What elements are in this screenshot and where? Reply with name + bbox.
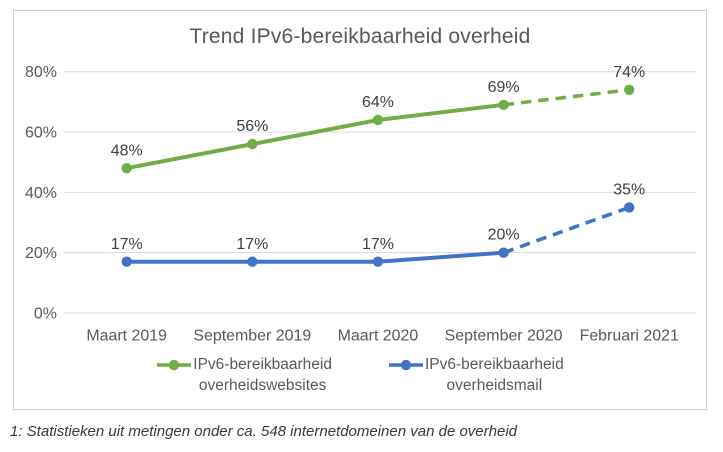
data-point-marker	[624, 84, 635, 95]
legend-label-line: IPv6-bereikbaarheid	[193, 356, 332, 373]
series-line-dashed	[502, 205, 630, 255]
data-label: 20%	[488, 227, 520, 244]
data-point-marker	[372, 256, 384, 267]
data-label: 64%	[362, 94, 394, 111]
data-label: 17%	[111, 236, 143, 253]
data-label: 56%	[236, 118, 268, 135]
legend-marker-icon	[389, 359, 423, 371]
legend-label-line: overheidswebsites	[198, 377, 327, 394]
y-tick-label: 40%	[25, 185, 57, 202]
data-label: 74%	[613, 64, 645, 81]
series-line-solid	[124, 102, 506, 171]
data-label: 48%	[111, 142, 143, 159]
data-label: 17%	[236, 236, 268, 253]
data-label: 69%	[488, 79, 520, 96]
data-point-marker	[624, 202, 635, 213]
data-label: 17%	[362, 236, 394, 253]
legend-item-overheidswebsites: IPv6-bereikbaarheid overheidswebsites	[156, 354, 332, 396]
chart-container: Trend IPv6-bereikbaarheid overheid 0% 20%…	[13, 10, 707, 410]
data-labels-overheidswebsites: 48% 56% 64% 69% 74%	[111, 64, 645, 159]
y-tick-label: 20%	[25, 245, 57, 262]
data-labels-overheidsmail: 17% 17% 17% 20% 35%	[111, 181, 645, 252]
y-tick-label: 80%	[25, 64, 57, 81]
x-tick-label: Maart 2019	[86, 327, 167, 344]
x-tick-label: Februari 2021	[580, 327, 679, 344]
series-overheidsmail: 17% 17% 17% 20% 35%	[111, 181, 645, 267]
x-axis-labels: Maart 2019 September 2019 Maart 2020 Septem…	[86, 327, 679, 344]
data-point-marker	[247, 138, 258, 150]
legend-label-line: IPv6-bereikbaarheid	[425, 356, 564, 373]
data-point-marker	[121, 256, 132, 267]
line-chart-plot: 0%20%40%60%80%Maart 2019 September 2019 Ma…	[25, 64, 697, 344]
y-tick-label: 0%	[34, 305, 57, 322]
legend-item-overheidsmail: IPv6-bereikbaarheid overheidsmail	[388, 354, 564, 396]
series-line-dashed	[503, 88, 630, 107]
chart-footnote: 1: Statistieken uit metingen onder ca. 5…	[10, 423, 517, 440]
data-point-marker	[121, 163, 132, 174]
data-point-marker	[498, 247, 509, 258]
y-tick-label: 60%	[25, 125, 57, 142]
data-label: 35%	[613, 181, 645, 198]
x-tick-label: Maart 2020	[338, 327, 419, 344]
series-line-solid	[124, 250, 506, 264]
legend-label: IPv6-bereikbaarheid overheidsmail	[425, 354, 564, 396]
series-overheidswebsites: 48% 56% 64% 69% 74%	[111, 64, 645, 174]
x-tick-label: September 2019	[193, 327, 311, 344]
chart-title: Trend IPv6-bereikbaarheid overheid	[189, 25, 531, 48]
legend-label: IPv6-bereikbaarheid overheidswebsites	[193, 354, 332, 396]
x-tick-label: September 2020	[445, 327, 563, 344]
data-point-marker	[247, 256, 258, 267]
legend-label-line: overheidsmail	[446, 377, 543, 394]
data-point-marker	[498, 99, 509, 111]
data-point-marker	[372, 114, 384, 126]
chart-legend: IPv6-bereikbaarheid overheidswebsites IPv6…	[14, 354, 706, 396]
y-gridlines	[63, 71, 697, 314]
y-axis-labels: 0% 20% 40% 60% 80%	[25, 64, 57, 322]
legend-marker-icon	[157, 359, 192, 371]
